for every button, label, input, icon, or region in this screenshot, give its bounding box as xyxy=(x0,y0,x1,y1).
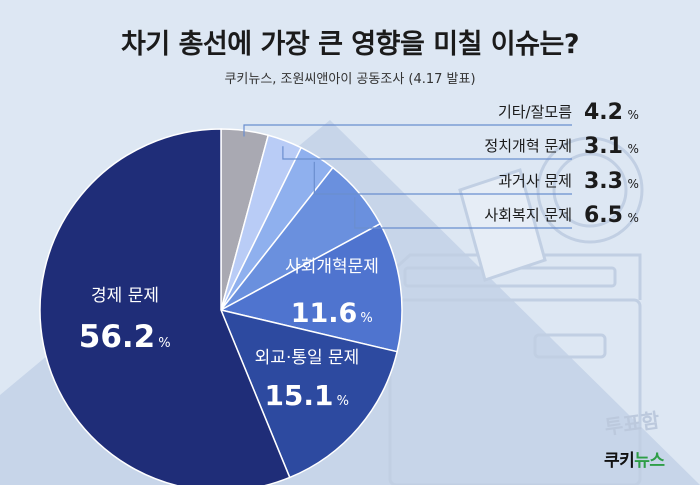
chart-title: 차기 총선에 가장 큰 영향을 미칠 이슈는? xyxy=(120,29,580,60)
slice-value-4: 11.6 xyxy=(291,298,358,329)
slice-value-2: 3.3 xyxy=(584,169,623,194)
pie-slice-4 xyxy=(218,222,403,353)
slice-label-1: 정치개혁 문제 xyxy=(484,137,572,155)
leader-line-0 xyxy=(243,124,572,137)
pie-slice-6 xyxy=(39,128,291,485)
slice-value-0: 4.2 xyxy=(584,100,623,125)
slice-label-5: 외교·통일 문제 xyxy=(255,348,360,368)
slice-value-1: 3.1 xyxy=(584,134,623,159)
pie-slice-5 xyxy=(219,308,399,479)
leader-line-3 xyxy=(354,197,572,229)
slice-unit-3: % xyxy=(628,211,639,225)
slice-unit-4: % xyxy=(360,311,372,326)
slice-unit-6: % xyxy=(158,336,170,351)
slice-unit-0: % xyxy=(628,108,639,122)
slice-unit-1: % xyxy=(628,142,639,156)
chart-subtitle: 쿠키뉴스, 조원씨앤아이 공동조사 (4.17 발표) xyxy=(224,72,476,87)
leader-line-1 xyxy=(282,146,572,160)
slice-label-3: 사회복지 문제 xyxy=(484,206,572,224)
slice-value-5: 15.1 xyxy=(264,379,333,412)
kuki-news-logo: 쿠키뉴스 xyxy=(604,451,665,471)
leader-line-2 xyxy=(313,161,572,195)
slice-label-0: 기타/잘모름 xyxy=(498,103,572,121)
slice-unit-2: % xyxy=(628,177,639,191)
slice-value-3: 6.5 xyxy=(584,203,623,228)
slice-label-6: 경제 문제 xyxy=(91,286,159,306)
slice-label-4: 사회개혁문제 xyxy=(285,257,379,277)
slice-unit-5: % xyxy=(337,394,349,409)
slice-label-2: 과거사 문제 xyxy=(498,172,572,190)
slice-value-6: 56.2 xyxy=(79,319,156,355)
